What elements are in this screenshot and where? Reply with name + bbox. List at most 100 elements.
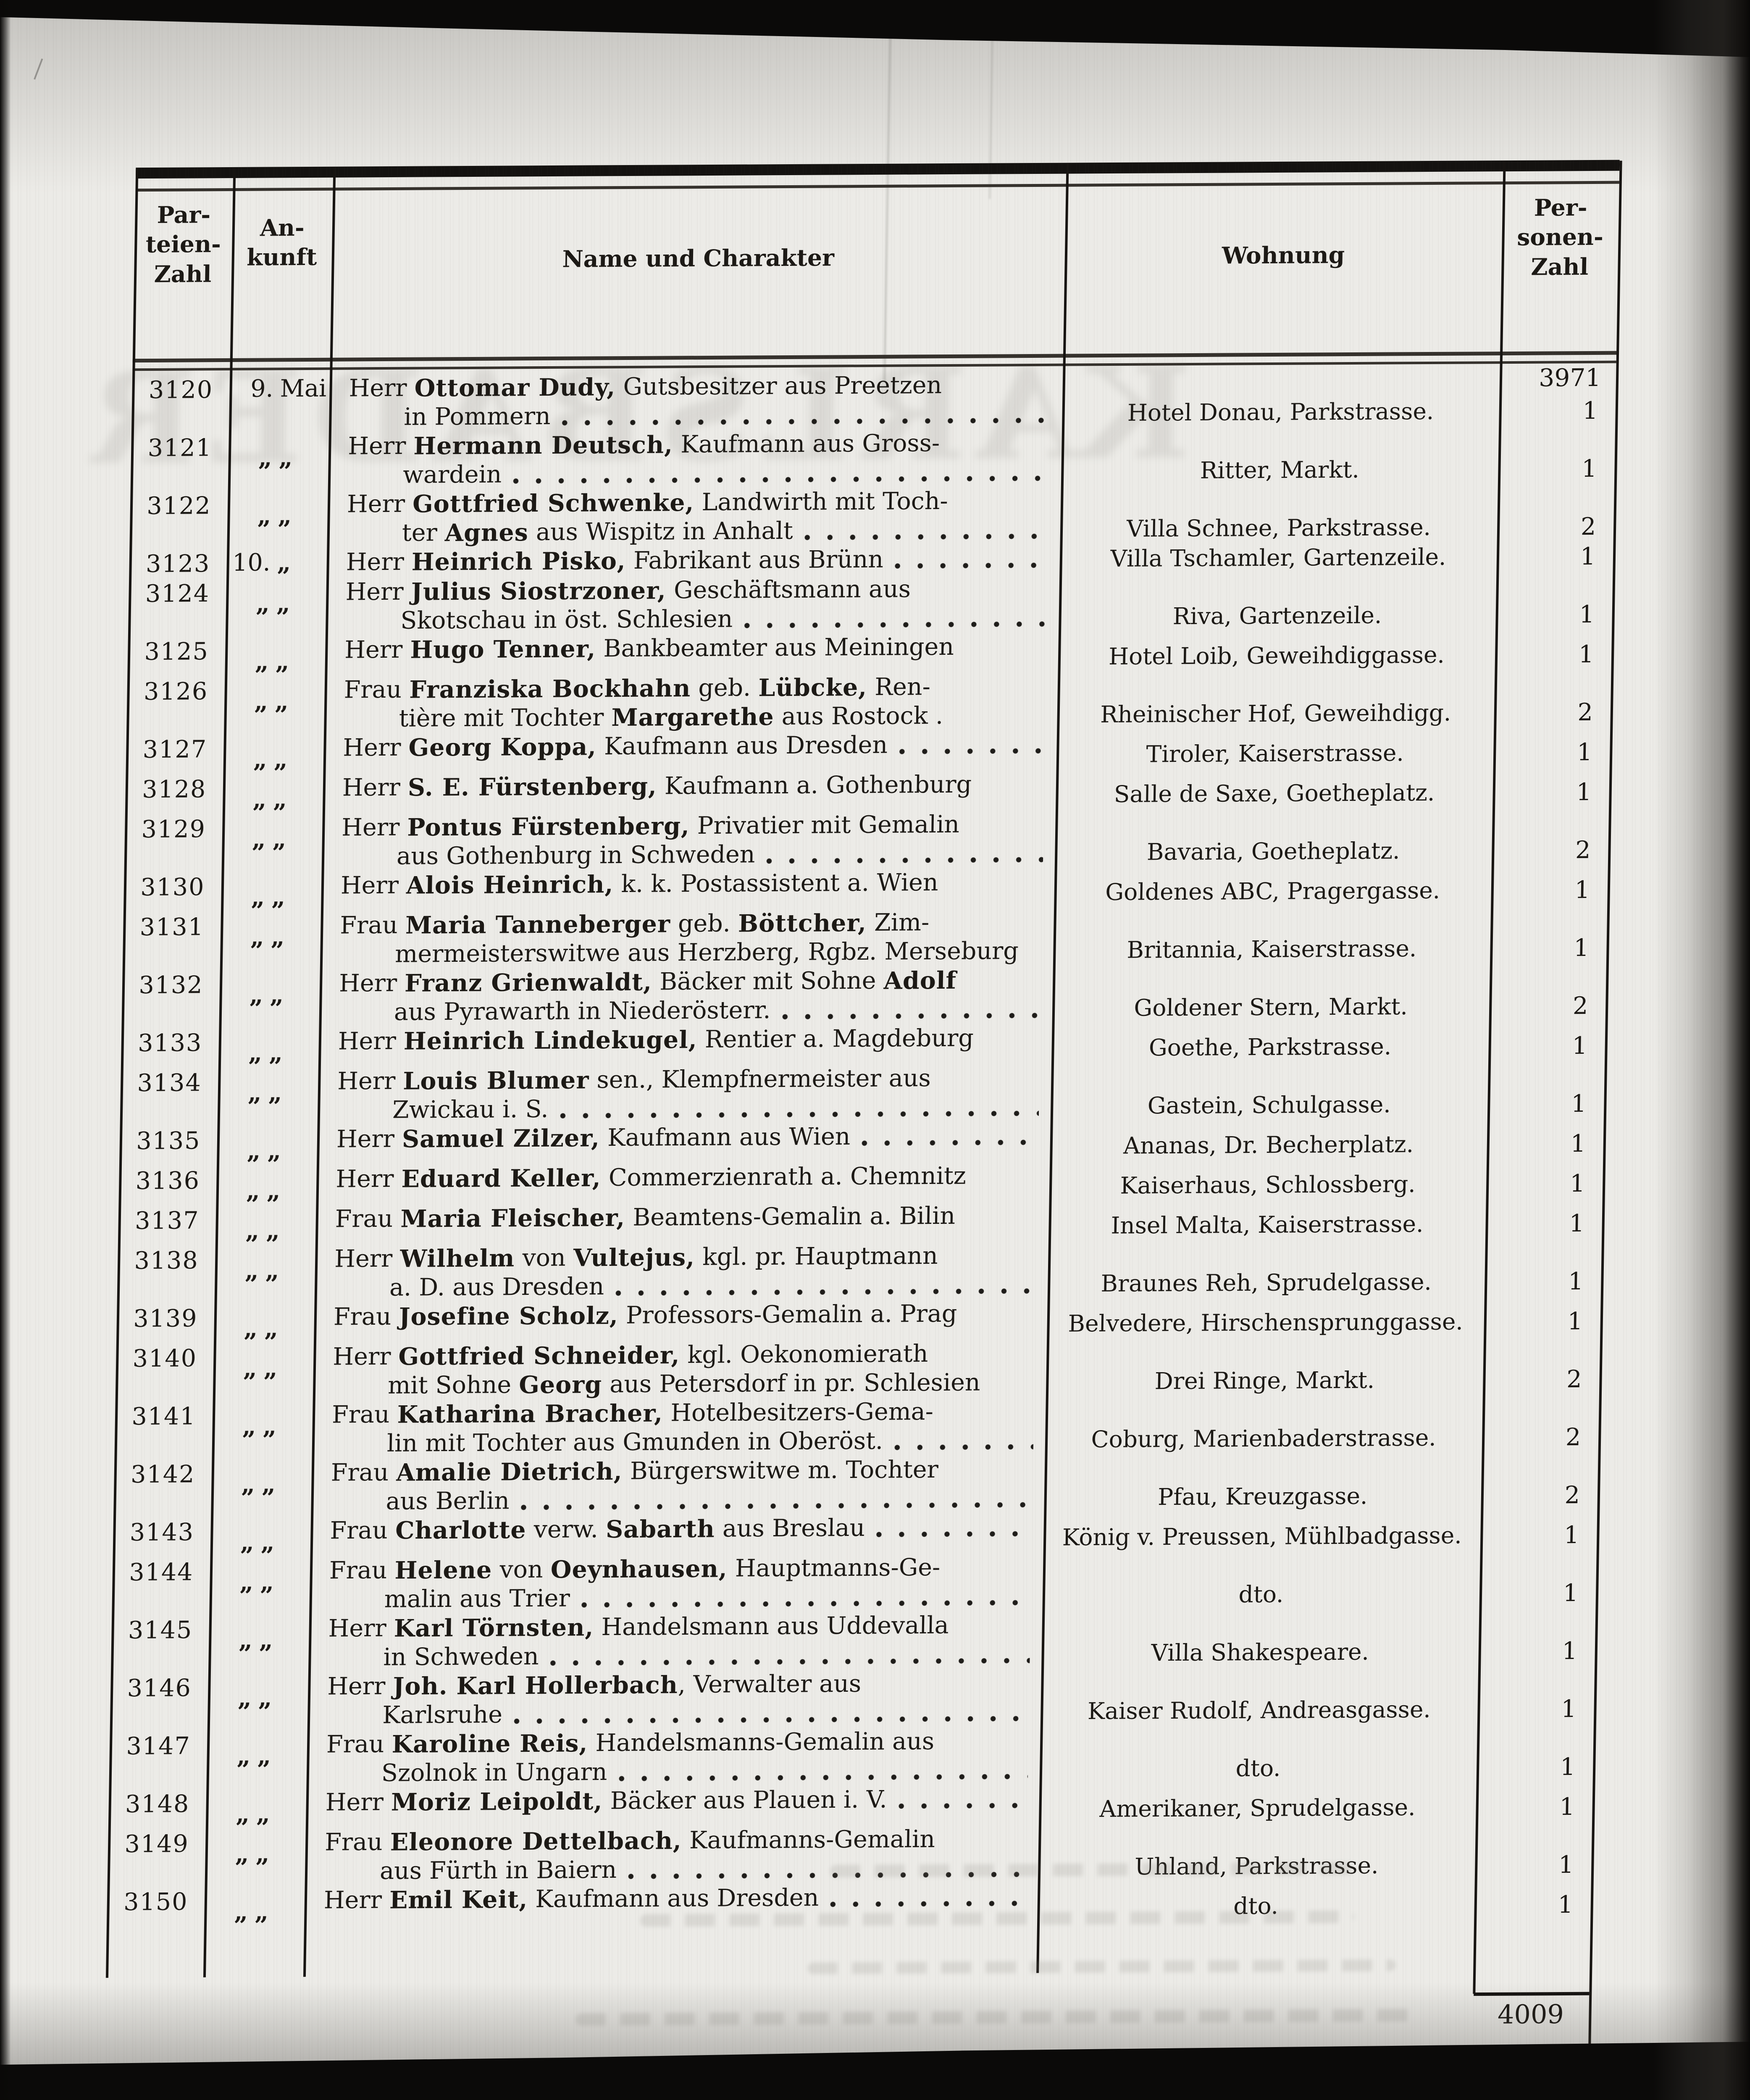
name-line: Frau Katharina Bracher, Hotelbesitzers-G… [332,1397,1038,1430]
name-cell: Frau Karoline Reis, Handelsmanns-Gemalin… [306,1727,1040,1788]
arrival-month: „ [261,1470,276,1499]
arrival-month: „ [257,1742,272,1770]
persons-cell: 1 [1557,1890,1574,1919]
name-text: geb. [670,909,738,938]
column-header-wohnung: Wohnung [1222,241,1345,269]
dot-leader [887,1785,1032,1814]
arrival-cell: „ „ [220,911,321,970]
arrival-cell: „ „ [206,1730,307,1789]
arrival-day: „ [252,825,266,853]
persons-cell: 1 [1580,542,1596,571]
name-text: Fabrikant aus Brünn [625,545,884,575]
name-text: Herr [327,1672,394,1701]
name-text: aus Petersdorf in pr. Schlesien [602,1368,981,1399]
name-text: kgl. pr. Hauptmann [694,1242,938,1271]
persons-cell: 2 [1575,836,1591,864]
arrival-day: „ [245,1216,260,1245]
name-text: Bäcker mit Sohne [652,966,884,996]
name-cell: Frau Katharina Bracher, Hotelbesitzers-G… [312,1397,1046,1459]
persons-cell: 1 [1563,1579,1579,1607]
guest-name-bold: Wilhelm [399,1244,515,1273]
dot-leader [883,1426,1038,1456]
lodging-cell: Riva, Gartenzeile. [1172,601,1382,630]
name-line: in Schweden [328,1640,1034,1672]
arrival-day: „ [246,1176,260,1205]
name-text: Frau [335,1205,401,1233]
arrival-day: „ [243,1354,258,1383]
arrival-day: „ [241,1470,255,1499]
name-line: aus Berlin [330,1484,1037,1517]
arrival-cell: „ „ [223,774,323,814]
name-cell: Herr Alois Heinrich, k. k. Postassistent… [321,868,1055,911]
party-number-cell: 3124 [145,580,210,608]
name-cell: Herr Karl Törnsten, Handelsmann aus Udde… [308,1611,1042,1672]
name-text: aus Pyrawarth in Niederösterr. [394,996,771,1026]
guest-name-bold: Heinrich Lindekugel, [403,1026,698,1055]
persons-cell: 1 [1576,778,1592,806]
name-line: Herr Heinrich Lindekugel, Rentier a. Mag… [338,1024,1044,1056]
lodging-cell: Amerikaner, Sprudelgasse. [1099,1793,1416,1822]
dot-leader [850,1121,1043,1151]
lodging-cell: Kaiser Rudolf, Andreasgasse. [1087,1696,1431,1725]
name-text: Hauptmanns-Ge- [727,1553,941,1583]
arrival-month: „ [272,825,287,853]
arrival-month: „ [255,1840,270,1868]
guest-name-bold: Moriz Leipoldt, [391,1787,603,1816]
name-cell: Frau Maria Tanneberger geb. Böttcher, Zi… [320,908,1054,969]
guest-name-bold: Samuel Zilzer, [402,1124,600,1153]
arrival-month: „ [260,1528,275,1557]
bleed-through-line [807,1959,1396,1974]
arrival-month: „ [267,1137,281,1165]
guest-name-bold: Amalie Dietrich, [396,1457,623,1487]
name-line: Herr Ottomar Dudy, Gutsbesitzer aus Pree… [349,370,1055,403]
arrival-day: „ [235,1840,250,1868]
guest-name-bold: Gottfried Schwenke, [412,488,694,518]
persons-cell: 1 [1569,1169,1585,1198]
dot-leader [509,1484,1037,1516]
column-header-name-und-charakter: Name und Charakter [562,244,835,273]
name-cell: Herr Eduard Keller, Commerzienrath a. Ch… [316,1161,1050,1205]
lodging-cell: Coburg, Marienbaderstrasse. [1091,1424,1437,1453]
guest-name-bold: Pontus Fürstenberg, [407,812,690,842]
name-line: Herr Gottfried Schwenke, Landwirth mit T… [347,486,1054,519]
name-text: Frau [333,1302,399,1331]
name-line: Herr Heinrich Pisko, Fabrikant aus Brünn [346,544,1052,577]
name-line: wardein [347,457,1054,490]
guest-name-bold: Lübcke, [758,673,867,702]
name-text: aus Gothenburg in Schweden [396,840,756,870]
name-text: von [491,1555,551,1584]
name-text: Herr [346,548,412,576]
name-text: Kaufmann aus Wien [599,1123,851,1152]
arrival-month: „ [271,883,286,911]
dot-leader [502,1698,1033,1730]
party-number-cell: 3137 [134,1207,200,1235]
name-line: Herr Pontus Fürstenberg, Privatier mit G… [342,810,1048,843]
name-text: in Pommern [403,402,551,431]
arrival-month: „ [263,1354,278,1383]
name-text: Kaufmann aus Dresden [527,1884,819,1913]
arrival-day: „ [244,1256,259,1285]
name-line: Frau Josefine Scholz, Professors-Gemalin… [333,1299,1040,1332]
arrival-cell: „ „ [225,636,326,676]
arrival-day: „ [238,1626,253,1654]
name-cell: Frau Charlotte verw. Sabarth aus Breslau [310,1513,1044,1557]
name-text: k. k. Postassistent a. Wien [613,869,939,898]
arrival-month: „ [276,589,291,618]
guest-name-bold: Karl Törnsten, [394,1613,594,1643]
name-text: Privatier mit Gemalin [689,810,960,840]
guest-name-bold: Adolf [883,966,957,995]
arrival-day: „ [236,1800,250,1828]
name-line: Herr Samuel Zilzer, Kaufmann aus Wien [336,1121,1043,1154]
persons-cell: 1 [1577,738,1592,766]
arrival-day: 10. [232,549,271,577]
name-cell: Herr S. E. Fürstenberg, Kaufmann a. Goth… [323,770,1056,814]
name-text: Rentier a. Magdeburg [697,1024,974,1054]
arrival-cell: 9. Mai [229,374,330,433]
name-text: Herr [337,1067,403,1095]
arrival-day: „ [255,647,269,676]
guest-name-bold: S. E. Fürstenberg, [407,772,657,802]
name-text: Zwickau i. S. [392,1095,549,1124]
party-number-cell: 3135 [136,1127,201,1155]
name-line: Herr Franz Grienwaldt, Bäcker mit Sohne … [339,966,1046,998]
